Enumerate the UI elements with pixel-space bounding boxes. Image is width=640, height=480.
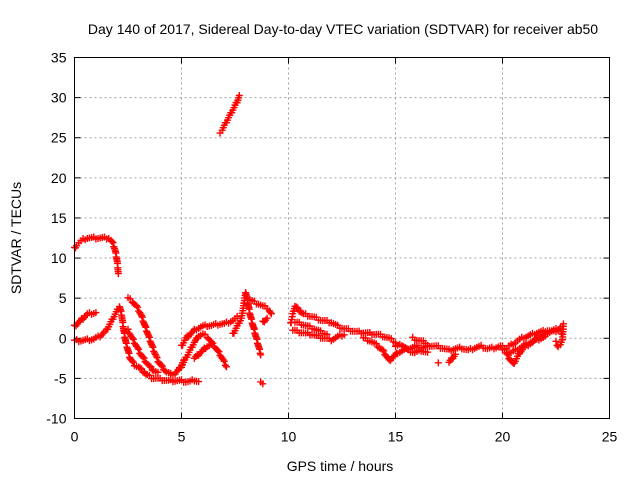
data-point: [128, 334, 136, 342]
data-point: [92, 309, 100, 317]
data-point: [266, 308, 274, 316]
data-point: [219, 356, 227, 364]
data-point: [142, 323, 150, 331]
data-point: [403, 344, 411, 352]
data-point: [129, 335, 137, 343]
x-tick-label: 15: [388, 429, 404, 445]
data-point: [424, 348, 432, 356]
axis-ticks: -10 -5 0 5 10 15 20 25 30 35 0 5 10 15 20 25: [46, 50, 617, 445]
x-tick-label: 20: [495, 429, 511, 445]
data-point: [541, 332, 549, 340]
data-point: [145, 333, 153, 341]
data-point: [559, 320, 567, 328]
data-point: [145, 332, 153, 340]
data-point: [263, 314, 271, 322]
data-point: [207, 340, 215, 348]
data-point: [434, 359, 442, 367]
x-axis-label: GPS time / hours: [287, 458, 394, 474]
data-point: [145, 362, 153, 370]
y-tick-label: 35: [51, 50, 67, 66]
data-point: [138, 312, 146, 320]
y-tick-label: 20: [51, 170, 67, 186]
data-point: [220, 357, 228, 365]
grid: [74, 57, 610, 419]
data-points: [71, 92, 567, 388]
data-point: [323, 330, 331, 338]
data-point: [235, 92, 243, 100]
data-point: [298, 309, 306, 317]
data-point: [142, 370, 150, 378]
y-tick-label: -5: [54, 370, 67, 386]
y-tick-label: 25: [51, 130, 67, 146]
data-point: [152, 352, 160, 360]
y-tick-label: 15: [51, 210, 67, 226]
data-point: [129, 358, 137, 366]
y-tick-label: 5: [59, 290, 67, 306]
y-tick-label: 10: [51, 250, 67, 266]
data-point: [136, 364, 144, 372]
data-point: [195, 378, 203, 386]
data-point: [138, 313, 146, 321]
data-point: [257, 351, 265, 359]
data-point: [233, 312, 241, 320]
plot-frame: [74, 57, 610, 419]
data-point: [259, 380, 267, 388]
x-tick-label: 10: [281, 429, 297, 445]
data-point: [134, 303, 142, 311]
data-point: [267, 310, 275, 318]
data-point: [114, 270, 122, 278]
x-tick-label: 5: [178, 429, 186, 445]
data-point: [124, 325, 132, 333]
data-point: [209, 339, 217, 347]
data-point: [221, 361, 229, 369]
data-point: [292, 303, 300, 311]
data-point: [134, 344, 142, 352]
chart-title: Day 140 of 2017, Sidereal Day-to-day VTE…: [88, 21, 598, 37]
data-point: [148, 342, 156, 350]
data-point: [421, 339, 429, 347]
data-point: [147, 363, 155, 371]
x-tick-label: 0: [71, 429, 79, 445]
y-tick-label: 0: [59, 330, 67, 346]
data-point: [340, 331, 348, 339]
data-point: [214, 347, 222, 355]
y-axis-label: SDTVAR / TECUs: [8, 182, 24, 294]
data-point: [154, 368, 162, 376]
data-point: [372, 340, 380, 348]
data-point: [141, 322, 149, 330]
data-point: [157, 361, 165, 369]
data-point: [126, 295, 134, 303]
y-tick-label: -10: [46, 411, 66, 427]
data-point: [380, 347, 388, 355]
data-point: [135, 345, 143, 353]
data-point: [379, 346, 387, 354]
data-point: [148, 366, 156, 374]
data-point: [158, 362, 166, 370]
data-point: [139, 353, 147, 361]
data-point: [140, 354, 148, 362]
data-point: [108, 238, 116, 246]
data-point: [215, 348, 223, 356]
data-point: [138, 365, 146, 373]
data-point: [128, 357, 136, 365]
data-point: [161, 367, 169, 375]
data-point: [153, 354, 161, 362]
data-point: [149, 343, 157, 351]
data-point: [133, 302, 141, 310]
x-tick-label: 25: [602, 429, 618, 445]
data-point: [294, 304, 302, 312]
data-point: [222, 363, 230, 371]
data-point: [109, 239, 117, 247]
data-point: [557, 330, 565, 338]
data-point: [451, 350, 459, 358]
data-point: [552, 337, 560, 345]
y-tick-label: 30: [51, 90, 67, 106]
